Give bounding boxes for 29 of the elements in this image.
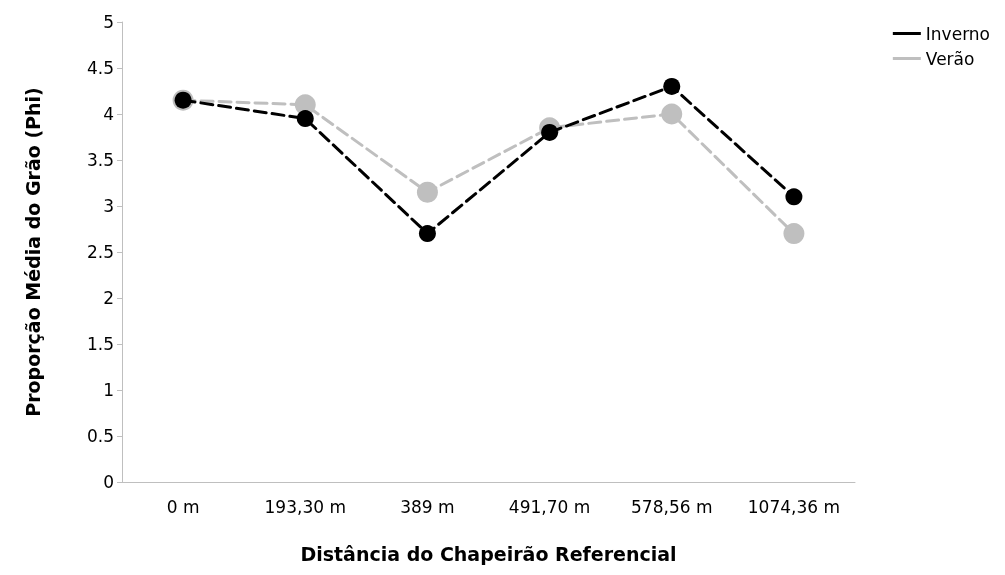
x-tick-label: 0 m — [166, 496, 200, 517]
y-tick-label: 1.5 — [86, 334, 114, 354]
point — [418, 225, 436, 243]
y-tick-label: 3 — [103, 196, 114, 216]
point — [661, 103, 683, 125]
y-tick-label: 0.5 — [86, 426, 114, 446]
x-tick-label: 1074,36 m — [747, 496, 841, 517]
y-tick-label: 4 — [103, 104, 114, 124]
x-tick-label: 578,56 m — [631, 496, 713, 517]
legend-label: Inverno — [925, 23, 991, 44]
y-axis-title: Proporção Média do Grão (Phi) — [21, 87, 44, 417]
point — [296, 110, 314, 128]
legend-label: Verão — [925, 48, 975, 69]
x-axis-title: Distância do Chapeirão Referencial — [300, 542, 677, 565]
point — [785, 188, 803, 206]
point — [416, 181, 438, 203]
y-tick-label: 0 — [103, 472, 114, 492]
y-tick-label: 1 — [103, 380, 114, 400]
y-tick-label: 3.5 — [86, 150, 114, 170]
y-tick-label: 2.5 — [86, 242, 114, 262]
y-tick-label: 5 — [103, 12, 114, 32]
point — [783, 223, 805, 245]
x-tick-label: 491,70 m — [508, 496, 591, 517]
y-tick-label: 4.5 — [86, 58, 114, 78]
y-tick-label: 2 — [103, 288, 114, 308]
point — [541, 123, 559, 141]
x-tick-label: 193,30 m — [264, 496, 346, 517]
x-tick-label: 389 m — [400, 496, 455, 517]
point — [663, 77, 681, 95]
